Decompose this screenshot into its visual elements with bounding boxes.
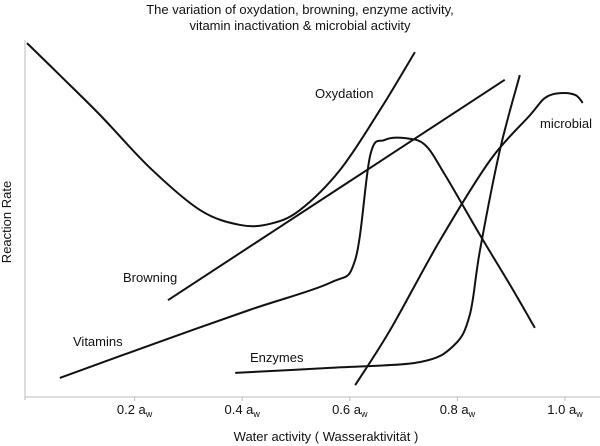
x-tick-label: 0.8 aw — [440, 402, 476, 419]
series-line — [59, 136, 536, 379]
x-axis-label: Water activity ( Wasseraktivität ) — [234, 429, 419, 444]
series-line — [26, 42, 416, 228]
series-line — [235, 74, 521, 374]
series-label: Browning — [123, 270, 177, 285]
x-tick-label: 0.2 aw — [117, 402, 153, 419]
series-label: Oxydation — [315, 86, 374, 101]
series-line — [354, 92, 584, 386]
chart-title-line: vitamin inactivation & microbial activit… — [189, 18, 411, 33]
series-label: microbial — [540, 116, 592, 131]
x-tick-label: 0.6 aw — [332, 402, 368, 419]
series-line — [167, 79, 506, 301]
y-axis-label: Reaction Rate — [0, 181, 14, 263]
chart-title-line: The variation of oxydation, browning, en… — [146, 2, 454, 17]
series-label: Vitamins — [73, 334, 123, 349]
x-tick-label: 1.0 aw — [547, 402, 583, 419]
x-tick-label: 0.4 aw — [224, 402, 260, 419]
series-label: Enzymes — [250, 350, 304, 365]
